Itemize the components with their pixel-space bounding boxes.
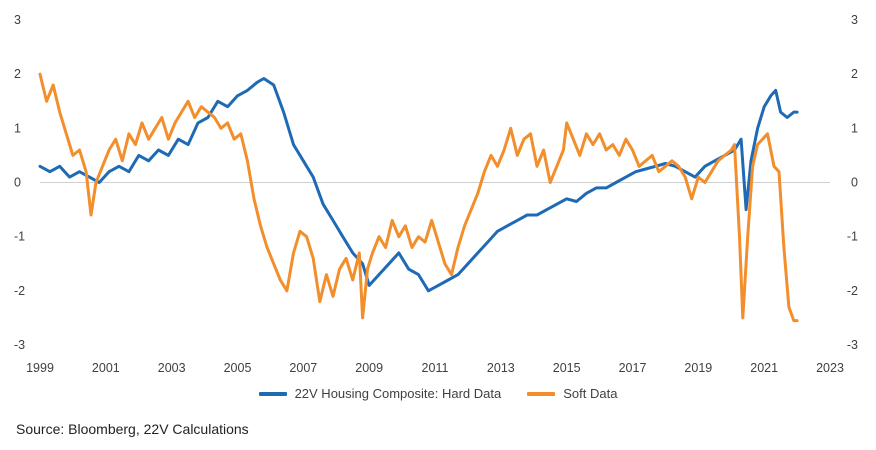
- x-tick-label: 2005: [224, 361, 252, 375]
- y-left-tick-label: 1: [14, 121, 21, 135]
- y-left-tick-label: 0: [14, 176, 21, 190]
- legend-label-soft-data: Soft Data: [563, 386, 618, 401]
- x-tick-label: 2017: [619, 361, 647, 375]
- x-tick-label: 2003: [158, 361, 186, 375]
- series-line-hard-data: [38, 77, 799, 293]
- x-tick-label: 2007: [289, 361, 317, 375]
- x-tick-label: 2021: [750, 361, 778, 375]
- x-tick-label: 2009: [355, 361, 383, 375]
- x-tick-label: 2001: [92, 361, 120, 375]
- x-tick-label: 2013: [487, 361, 515, 375]
- y-right-tick-label: 1: [851, 121, 858, 135]
- legend-label-hard-data: 22V Housing Composite: Hard Data: [294, 386, 502, 401]
- legend-item-soft-data: Soft Data: [527, 386, 617, 401]
- legend-swatch-soft-data: [527, 391, 556, 396]
- y-right-tick-label: 2: [851, 67, 858, 81]
- legend-item-hard-data: 22V Housing Composite: Hard Data: [258, 386, 502, 401]
- series-line-soft-data: [38, 72, 799, 323]
- y-right-tick-label: -2: [847, 284, 858, 298]
- y-left-tick-label: 2: [14, 67, 21, 81]
- y-left-tick-label: -1: [14, 230, 25, 244]
- y-left-tick-label: -2: [14, 284, 25, 298]
- x-tick-label: 1999: [26, 361, 54, 375]
- y-left-tick-label: -3: [14, 338, 25, 352]
- source-note: Source: Bloomberg, 22V Calculations: [16, 421, 249, 437]
- y-right-tick-label: 0: [851, 176, 858, 190]
- y-right-tick-label: -1: [847, 230, 858, 244]
- legend-swatch-hard-data: [258, 391, 287, 396]
- x-tick-label: 2019: [684, 361, 712, 375]
- x-tick-label: 2015: [553, 361, 581, 375]
- y-right-tick-label: 3: [851, 13, 858, 27]
- x-tick-label: 2023: [816, 361, 844, 375]
- y-right-tick-label: -3: [847, 338, 858, 352]
- y-left-tick-label: 3: [14, 13, 21, 27]
- line-chart: 1999 2001 2003 2005 2007 2009 2011 2013 2015 2017…: [14, 13, 858, 375]
- chart-legend: 22V Housing Composite: Hard Data Soft Da…: [0, 386, 876, 401]
- x-tick-label: 2011: [422, 361, 449, 375]
